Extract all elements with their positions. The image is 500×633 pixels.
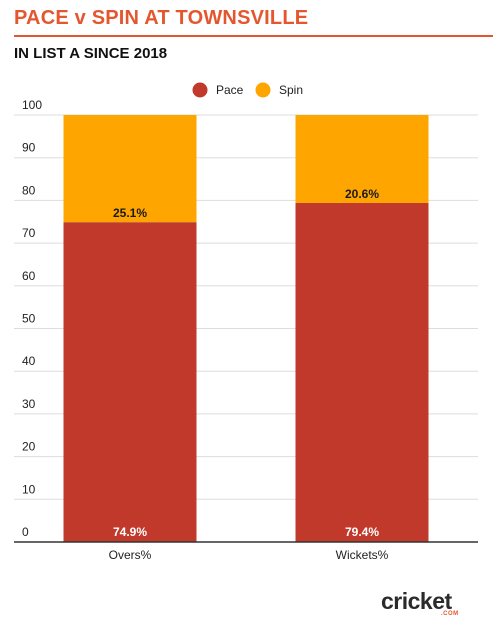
legend-swatch-spin [255, 82, 271, 98]
y-tick-label: 0 [22, 525, 29, 539]
y-tick-label: 80 [22, 183, 36, 197]
chart-subtitle: IN LIST A SINCE 2018 [14, 45, 168, 62]
legend-label-spin: Spin [279, 83, 303, 97]
bar-spin-overs [63, 115, 197, 223]
chart-title: PACE v SPIN AT TOWNSVILLE [14, 7, 309, 29]
y-tick-label: 10 [22, 482, 36, 496]
x-tick-label: Overs% [109, 548, 152, 562]
y-tick-label: 30 [22, 397, 36, 411]
data-label: 79.4% [345, 525, 379, 539]
bar-pace-wickets [295, 202, 429, 542]
y-tick-label: 90 [22, 141, 36, 155]
y-tick-label: 40 [22, 354, 36, 368]
logo-sub: .COM [441, 611, 459, 617]
y-tick-label: 70 [22, 226, 36, 240]
y-tick-label: 50 [22, 312, 36, 326]
x-tick-label: Wickets% [336, 548, 389, 562]
cricket-com-logo: cricket .COM [381, 588, 471, 618]
logo-word: cricket [381, 588, 452, 614]
data-label: 20.6% [345, 187, 379, 201]
legend-label-pace: Pace [216, 83, 244, 97]
title-rule [14, 35, 493, 37]
bar-spin-wickets [295, 115, 429, 203]
y-tick-label: 20 [22, 440, 36, 454]
y-tick-label: 60 [22, 269, 36, 283]
data-label: 25.1% [113, 206, 147, 220]
data-label: 74.9% [113, 525, 147, 539]
y-tick-label: 100 [22, 98, 42, 112]
legend-swatch-pace [192, 82, 208, 98]
bar-pace-overs [63, 222, 197, 542]
